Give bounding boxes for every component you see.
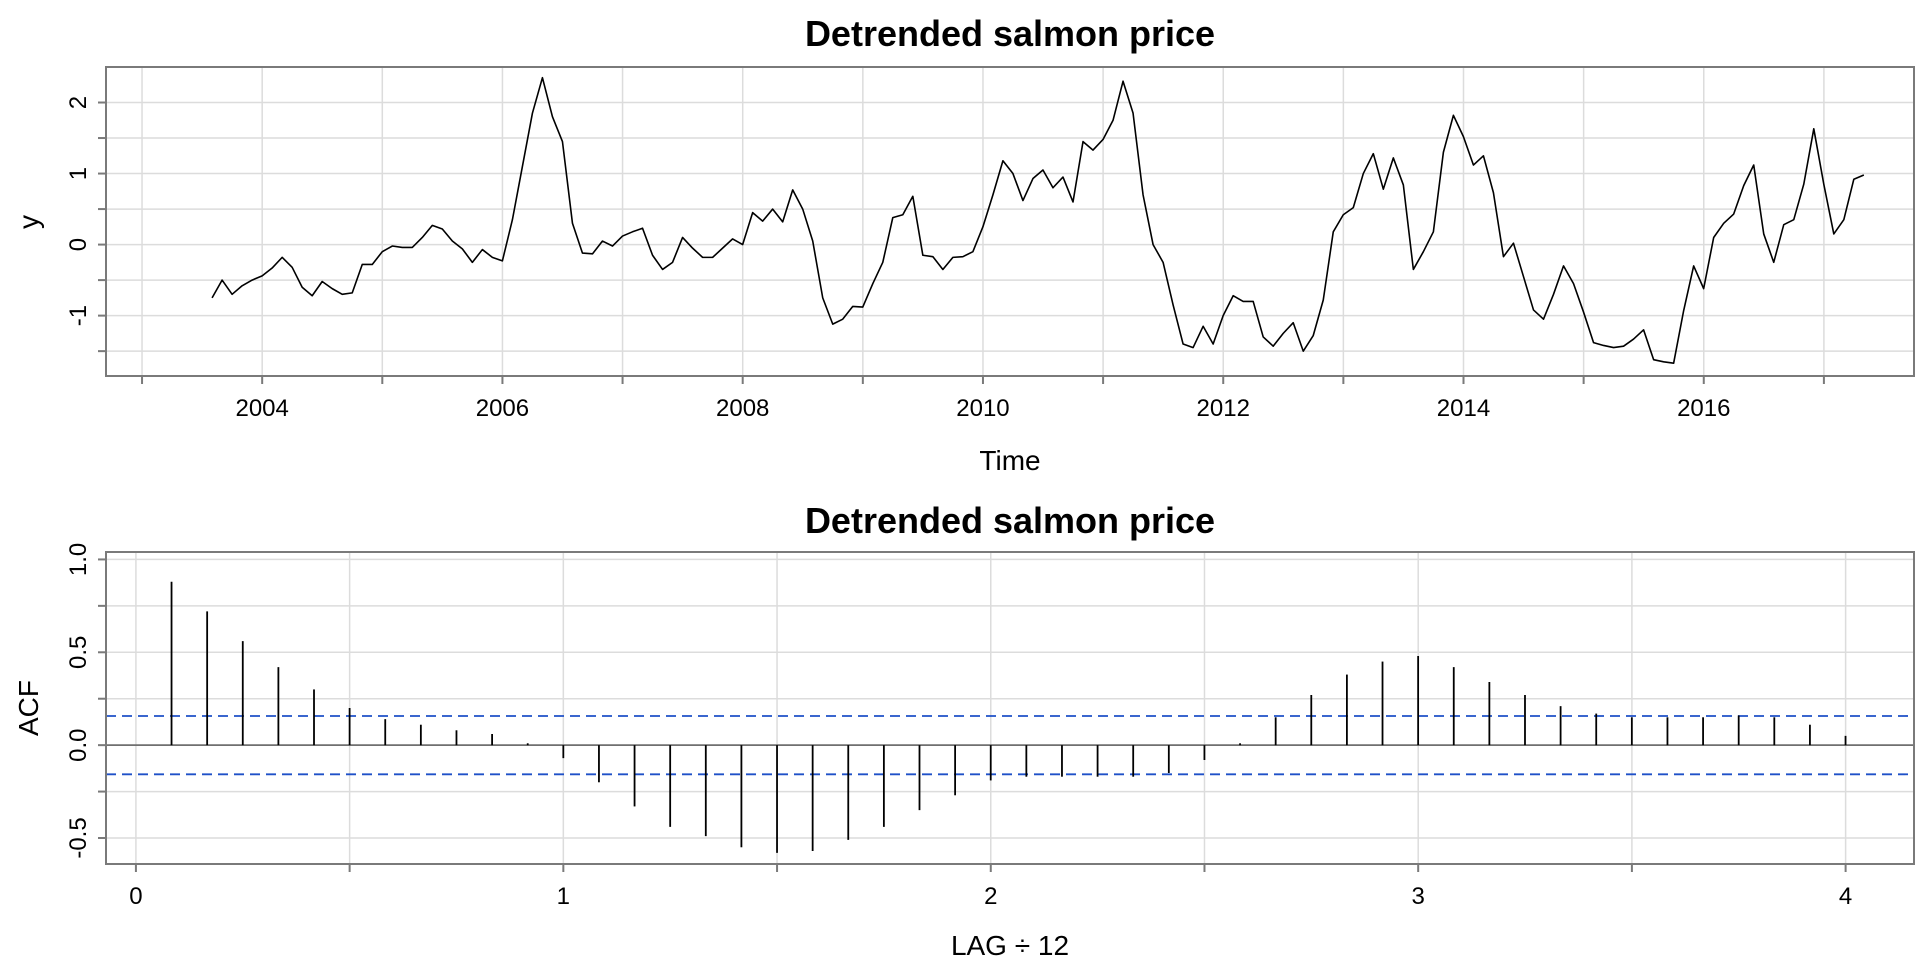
x-tick-label: 2008	[716, 395, 769, 422]
y-tick-label: -1	[65, 305, 92, 326]
x-tick-label: 3	[1412, 883, 1425, 910]
x-tick-label: 2006	[476, 395, 529, 422]
x-tick-label: 2004	[235, 395, 288, 422]
x-tick-label: 2014	[1437, 395, 1490, 422]
plot-background	[106, 67, 1914, 376]
x-tick-label: 4	[1839, 883, 1852, 910]
x-axis-label: Time	[979, 445, 1040, 476]
plot-frame	[105, 551, 1915, 865]
y-tick-label: 2	[65, 96, 92, 109]
line-series	[211, 76, 1865, 365]
axis-ticks: 0 1 2 3 4 -0.5 0.0 0.5 1.0	[65, 543, 1852, 910]
plot-frame	[105, 66, 1915, 377]
chart-title: Detrended salmon price	[805, 13, 1215, 54]
x-tick-label: 2010	[956, 395, 1009, 422]
y-axis-label: y	[13, 215, 44, 229]
series-line	[211, 76, 1865, 365]
chart-title: Detrended salmon price	[805, 500, 1215, 541]
acf-panel: 0 1 2 3 4 -0.5 0.0 0.5 1.0 Detrended salmon pric…	[13, 500, 1915, 960]
y-tick-label: 1	[65, 167, 92, 180]
x-tick-label: 2016	[1677, 395, 1730, 422]
x-axis-label: LAG ÷ 12	[951, 930, 1069, 960]
x-tick-label: 2	[984, 883, 997, 910]
y-tick-label: 0	[65, 238, 92, 251]
y-tick-label: -0.5	[65, 817, 92, 858]
x-tick-label: 1	[557, 883, 570, 910]
y-tick-label: 0.5	[65, 636, 92, 669]
y-tick-label: 1.0	[65, 543, 92, 576]
time-series-panel: 2004 2006 2008 2010 2012 2014 2016 -1 0 1 2 Detren…	[13, 13, 1915, 476]
acf-bars	[106, 581, 1914, 853]
grid-lines	[106, 67, 1914, 376]
plot-background	[106, 552, 1914, 864]
x-tick-label: 0	[129, 883, 142, 910]
y-tick-label: 0.0	[65, 728, 92, 761]
y-axis-label: ACF	[13, 680, 44, 736]
axis-ticks: 2004 2006 2008 2010 2012 2014 2016 -1 0 1 2	[65, 96, 1825, 422]
x-tick-label: 2012	[1197, 395, 1250, 422]
